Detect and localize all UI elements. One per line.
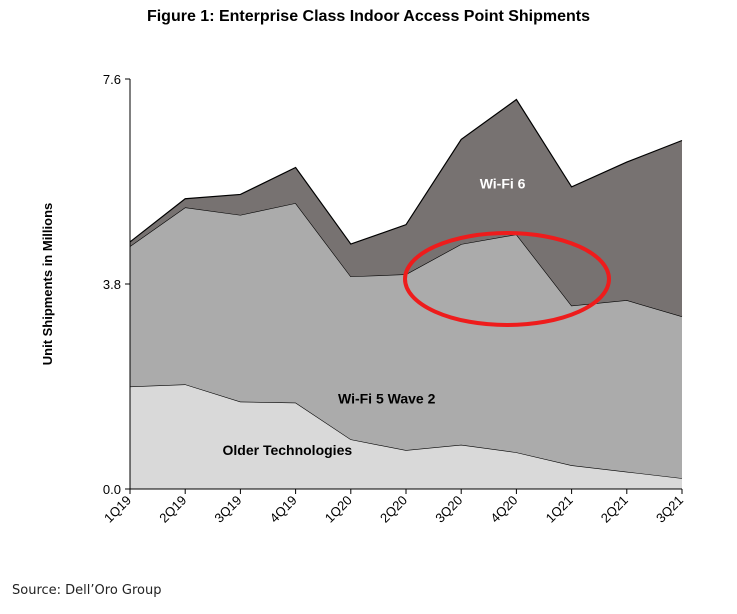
x-tick-label: 2Q19 bbox=[156, 493, 189, 526]
areas-layer bbox=[129, 98, 683, 489]
x-tick-label: 4Q19 bbox=[267, 493, 300, 526]
x-tick-label: 3Q19 bbox=[211, 493, 244, 526]
x-tick-label: 2Q21 bbox=[598, 493, 631, 526]
series-label-wi-fi-6: Wi-Fi 6 bbox=[480, 175, 526, 191]
source-note: Source: Dell’Oro Group bbox=[12, 583, 162, 598]
area-older-technologies bbox=[130, 384, 682, 489]
series-label-older-technologies: Older Technologies bbox=[222, 442, 352, 458]
labels-layer: Older Technologies Wi-Fi 5 Wave 2 Wi-Fi 6 bbox=[222, 175, 525, 458]
highlight-ellipse bbox=[403, 231, 611, 327]
chart-title: Figure 1: Enterprise Class Indoor Access… bbox=[146, 8, 591, 25]
x-tick-label: 3Q20 bbox=[432, 493, 465, 526]
y-tick-label: 7.6 bbox=[103, 72, 121, 87]
x-tick-label: 2Q20 bbox=[377, 493, 410, 526]
x-tick-label: 3Q21 bbox=[653, 493, 686, 526]
y-tick-label: 3.8 bbox=[103, 277, 121, 292]
x-tick-label: 1Q20 bbox=[322, 493, 355, 526]
area-wi-fi-5-wave-2 bbox=[130, 203, 682, 479]
series-label-wi-fi-5-wave-2: Wi-Fi 5 Wave 2 bbox=[338, 390, 436, 406]
area-line-wi-fi-6 bbox=[129, 98, 683, 245]
y-axis-title: Unit Shipments in Millions bbox=[40, 203, 55, 366]
area-wi-fi-6 bbox=[130, 99, 682, 317]
x-tick-label: 1Q19 bbox=[101, 493, 134, 526]
x-tick-label: 1Q21 bbox=[543, 493, 576, 526]
y-tick-label: 0.0 bbox=[103, 482, 121, 497]
x-tick-label: 4Q20 bbox=[487, 493, 520, 526]
